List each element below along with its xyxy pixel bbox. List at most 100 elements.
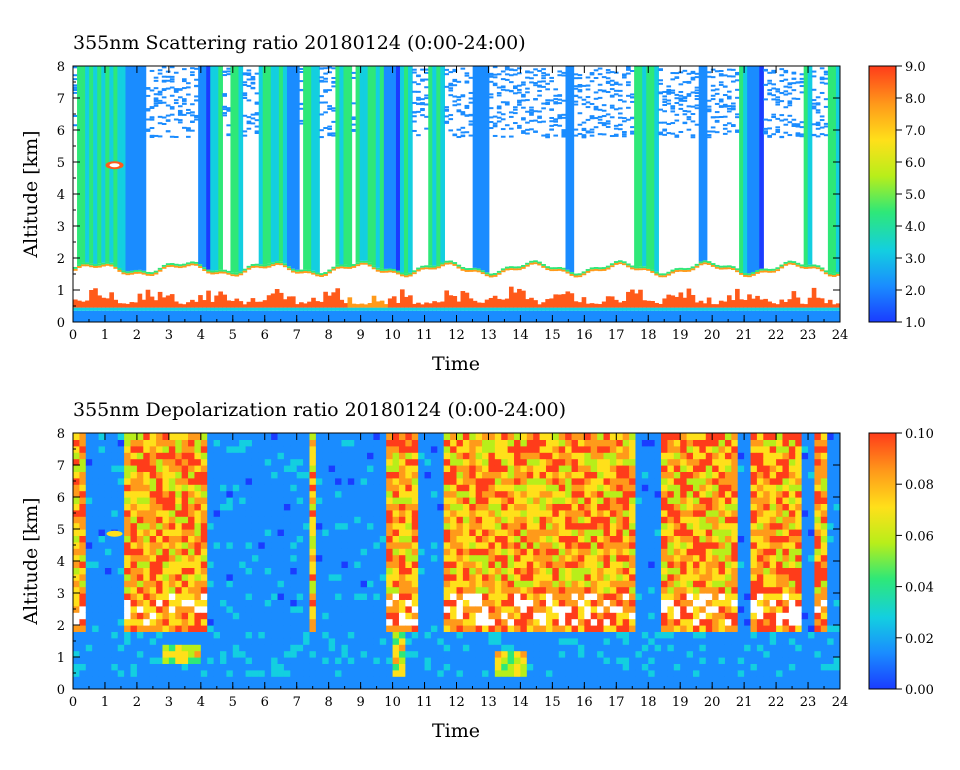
heat-cell (149, 637, 157, 645)
heat-cell (242, 307, 248, 311)
heat-cell (411, 522, 419, 530)
heat-cell (194, 573, 202, 581)
heat-cell (448, 71, 454, 74)
heat-cell (386, 669, 394, 677)
heat-cell (464, 114, 470, 117)
heat-cell (482, 433, 490, 440)
heat-cell (398, 567, 406, 575)
heat-cell (437, 682, 445, 689)
heat-cell (379, 458, 387, 466)
heat-cell (149, 529, 157, 536)
heat-cell (222, 310, 227, 322)
heat-cell (177, 88, 183, 91)
heat-cell (469, 484, 477, 492)
heat-cell (290, 637, 298, 645)
chart-title: 355nm Scattering ratio 20180124 (0:00-24… (73, 32, 526, 54)
heat-cell (149, 554, 157, 562)
heat-cell (448, 82, 454, 85)
heat-cell (367, 612, 375, 620)
heat-cell (194, 484, 202, 492)
heat-cell (232, 593, 240, 600)
heat-cell (391, 268, 397, 271)
heat-cell (299, 80, 304, 83)
heat-cell (747, 273, 752, 276)
heat-cell (420, 109, 425, 112)
heat-cell (79, 541, 87, 549)
heat-cell (251, 516, 259, 524)
heat-cell (405, 445, 413, 453)
heat-cell (379, 529, 387, 536)
heat-cell (622, 310, 627, 322)
heat-cell (561, 71, 567, 74)
heat-cell (405, 650, 413, 658)
heat-cell (145, 129, 151, 132)
heat-cell (133, 310, 139, 322)
heat-cell (682, 122, 688, 125)
heat-cell (169, 94, 175, 97)
heat-cell (328, 573, 336, 581)
heat-cell (162, 433, 170, 440)
heat-cell (153, 104, 159, 107)
heat-cell (475, 452, 483, 460)
heat-cell (501, 465, 509, 472)
heat-cell (230, 274, 236, 277)
heat-cell (73, 580, 80, 588)
heat-cell (73, 573, 80, 581)
heat-cell (111, 625, 119, 632)
heat-cell (181, 452, 189, 460)
heat-cell (662, 98, 668, 101)
heat-cell (239, 497, 247, 504)
heat-cell (424, 554, 432, 562)
heat-cell (290, 477, 298, 485)
heat-cell (335, 490, 343, 498)
heat-cell (674, 270, 680, 272)
heat-cell (508, 81, 514, 84)
heat-cell (626, 72, 631, 75)
heat-cell (323, 101, 328, 104)
heat-cell (149, 471, 157, 479)
heat-cell (405, 580, 413, 588)
heat-cell (443, 497, 451, 504)
heat-cell (277, 586, 285, 594)
heat-cell (521, 310, 526, 322)
heat-cell (124, 516, 132, 524)
heat-cell (347, 586, 355, 594)
heat-cell (424, 307, 429, 311)
heat-cell (464, 268, 470, 271)
heat-cell (136, 573, 144, 581)
heat-cell (79, 625, 87, 632)
heat-cell (501, 567, 509, 575)
heat-cell (296, 637, 304, 645)
heat-cell (331, 77, 336, 80)
heat-cell (130, 669, 138, 677)
heat-cell (670, 89, 676, 92)
heat-cell (295, 271, 300, 274)
heat-cell (521, 93, 526, 96)
heat-cell (129, 272, 135, 275)
heat-cell (175, 676, 183, 684)
heat-cell (443, 573, 451, 581)
heat-cell (258, 573, 266, 581)
heat-cell (296, 439, 304, 447)
heat-cell (149, 118, 155, 121)
heat-cell (234, 272, 240, 275)
heat-cell (207, 439, 215, 447)
heat-cell (367, 516, 375, 524)
heat-cell (177, 109, 183, 112)
heat-cell (501, 599, 509, 607)
heat-cell (117, 490, 125, 498)
heat-cell (299, 307, 304, 311)
heat-cell (815, 121, 821, 124)
heat-cell (710, 126, 716, 129)
heat-cell (347, 265, 353, 267)
heat-cell (162, 516, 170, 524)
heat-cell (188, 663, 196, 671)
heat-cell (156, 644, 164, 652)
heat-cell (188, 657, 196, 664)
heat-cell (418, 452, 426, 460)
heat-cell (322, 586, 330, 594)
heat-cell (226, 548, 234, 556)
heat-cell (274, 66, 280, 262)
heat-cell (525, 310, 530, 322)
heat-cell (232, 618, 240, 626)
